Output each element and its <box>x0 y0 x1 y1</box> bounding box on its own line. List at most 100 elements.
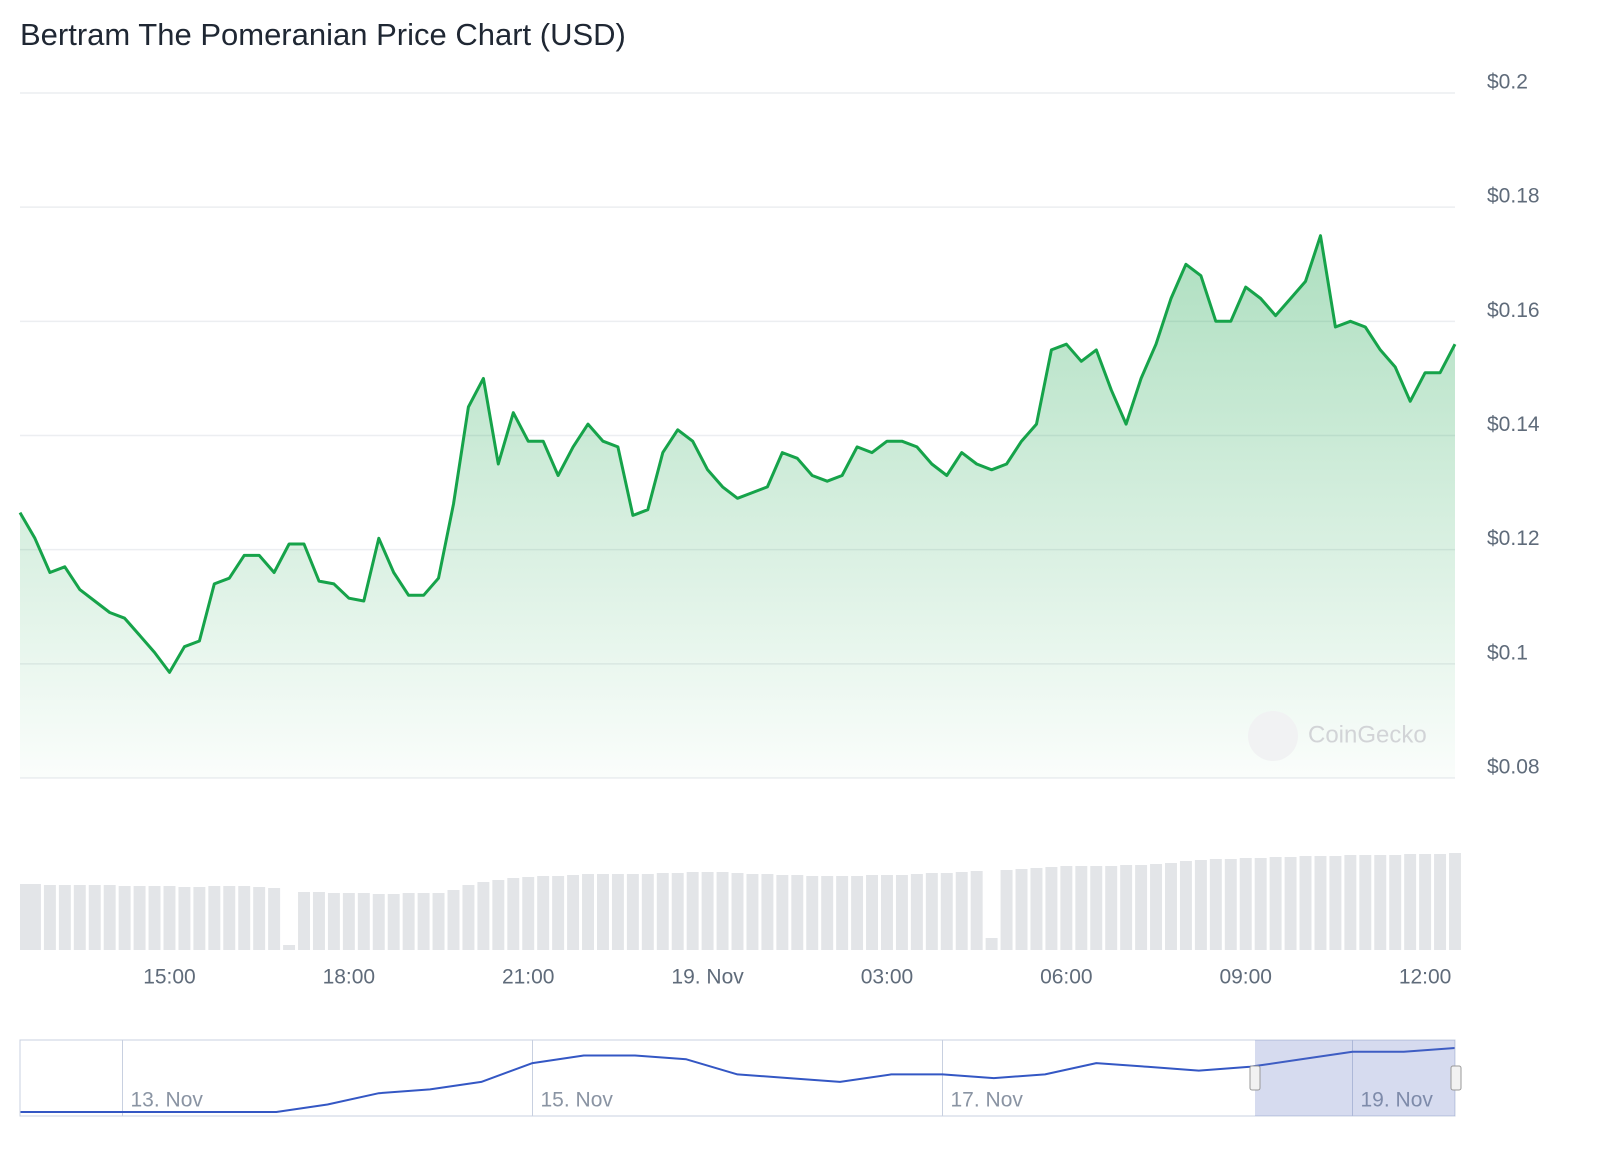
volume-bar <box>1045 867 1058 950</box>
volume-bar <box>372 894 385 950</box>
volume-bar <box>103 885 116 950</box>
volume-bar <box>1449 853 1461 950</box>
volume-bar <box>1329 856 1342 950</box>
volume-bar <box>522 877 535 950</box>
x-tick-label: 18:00 <box>323 966 376 989</box>
volume-bar <box>1090 866 1103 950</box>
y-tick-label: $0.2 <box>1487 71 1528 94</box>
x-tick-label: 15:00 <box>143 966 196 989</box>
chart-title: Bertram The Pomeranian Price Chart (USD) <box>20 17 626 52</box>
volume-bar <box>58 885 71 950</box>
volume-bar <box>1389 855 1402 950</box>
volume-bar <box>447 890 460 950</box>
volume-bar <box>626 874 639 950</box>
navigator-handle[interactable] <box>1450 1065 1462 1091</box>
x-tick-label: 17. Nov <box>951 1089 1024 1112</box>
volume-bar <box>1105 866 1118 950</box>
volume-bar <box>1404 854 1417 950</box>
volume-bar <box>851 876 864 950</box>
volume-bar <box>537 876 550 950</box>
volume-bar <box>1344 855 1357 950</box>
volume-bar <box>1314 856 1327 950</box>
volume-bar <box>1060 866 1073 950</box>
volume-bar <box>806 876 819 950</box>
price-line <box>18 234 1457 674</box>
volume-bar <box>417 893 430 950</box>
volume-bar <box>1419 854 1432 950</box>
volume-bar <box>492 880 505 950</box>
volume-bar <box>1209 859 1222 950</box>
volume-bar <box>582 874 594 950</box>
volume-bar <box>387 894 400 950</box>
navigator-handle[interactable] <box>1249 1065 1261 1091</box>
volume-bar <box>985 938 998 950</box>
volume-bar <box>477 882 490 950</box>
volume-bar <box>1299 856 1312 950</box>
volume-bar <box>1135 865 1148 950</box>
volume-bar <box>701 872 714 950</box>
volume-bar <box>73 885 86 950</box>
volume-bar <box>402 893 415 950</box>
volume-bar <box>940 873 953 950</box>
volume-bar <box>178 887 191 950</box>
volume-bar <box>656 873 669 950</box>
x-tick-label: 06:00 <box>1040 966 1093 989</box>
volume-bar <box>1284 857 1297 950</box>
volume-bar <box>761 874 774 950</box>
volume-bar <box>357 893 370 950</box>
navigator-selection[interactable] <box>1255 1040 1455 1116</box>
volume-bar <box>133 886 146 950</box>
y-tick-label: $0.16 <box>1487 299 1540 322</box>
volume-bar <box>746 874 759 950</box>
watermark: CoinGecko <box>1248 711 1427 761</box>
volume-bar <box>731 873 744 950</box>
y-tick-label: $0.12 <box>1487 527 1540 550</box>
volume-bar <box>716 872 729 950</box>
volume-bar <box>28 884 41 950</box>
volume-bar <box>432 893 445 950</box>
volume-bar <box>895 875 908 950</box>
x-tick-label: 12:00 <box>1399 966 1452 989</box>
volume-bar <box>1434 854 1447 950</box>
x-tick-label: 21:00 <box>502 966 555 989</box>
price-line <box>20 1047 1456 1113</box>
watermark-text: CoinGecko <box>1308 721 1427 748</box>
volume-bar <box>193 887 206 950</box>
volume-bar <box>611 874 624 950</box>
volume-bar <box>1000 870 1013 950</box>
volume-bar <box>791 875 804 950</box>
volume-bar <box>327 893 340 950</box>
x-tick-label: 15. Nov <box>541 1089 614 1112</box>
volume-bar <box>686 872 699 950</box>
volume-bar <box>881 875 893 950</box>
volume-bar <box>955 872 968 950</box>
volume-bar <box>298 892 310 950</box>
volume-bar <box>43 885 56 950</box>
volume-bar <box>1015 869 1028 950</box>
x-tick-label: 13. Nov <box>131 1089 204 1112</box>
volume-bar <box>925 873 938 950</box>
volume-bar <box>163 886 176 950</box>
volume-bar <box>1150 864 1163 950</box>
volume-bar <box>1224 859 1237 950</box>
volume-bar <box>1254 858 1267 950</box>
volume-bar <box>20 884 32 950</box>
volume-bar <box>596 874 609 950</box>
volume-bar <box>1179 861 1192 950</box>
volume-bar <box>567 875 580 950</box>
volume-bar <box>1269 857 1282 950</box>
volume-bar <box>88 885 101 950</box>
volume-bar <box>462 885 475 950</box>
volume-bar <box>238 886 251 950</box>
volume-bar <box>671 873 684 950</box>
x-tick-label: 19. Nov <box>1361 1089 1434 1112</box>
volume-bar <box>1194 860 1207 950</box>
volume-bar <box>866 875 879 950</box>
volume-bar <box>268 888 281 950</box>
volume-bar <box>283 945 296 950</box>
volume-bar <box>223 886 236 950</box>
volume-bar <box>253 887 266 950</box>
volume-bar <box>1239 858 1252 950</box>
